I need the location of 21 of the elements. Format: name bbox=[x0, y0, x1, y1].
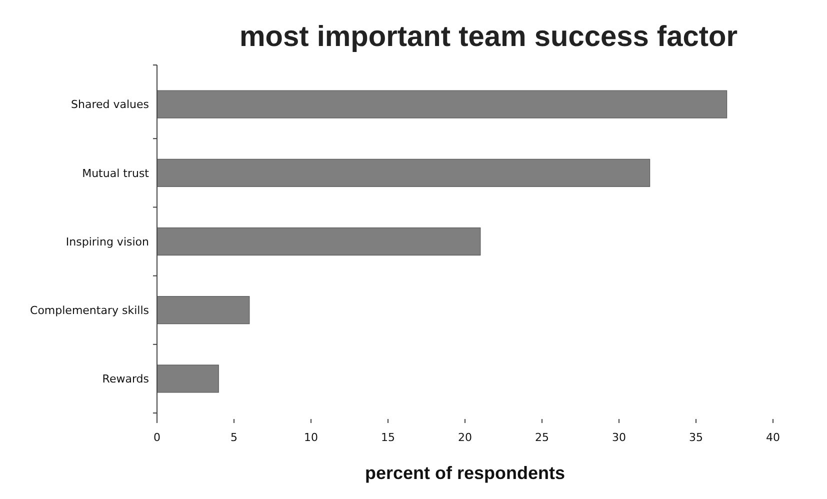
y-tick-label: Mutual trust bbox=[82, 166, 150, 180]
x-tick-label: 30 bbox=[612, 431, 626, 444]
x-tick-label: 5 bbox=[230, 431, 238, 444]
x-tick-label: 35 bbox=[689, 431, 703, 444]
x-tick-label: 20 bbox=[458, 431, 472, 444]
y-tick-label: Inspiring vision bbox=[66, 235, 150, 248]
x-tick-label: 10 bbox=[304, 431, 318, 444]
bar bbox=[156, 296, 250, 324]
x-axis-title: percent of respondents bbox=[364, 463, 566, 483]
chart-title: most important team success factor bbox=[240, 21, 738, 53]
y-tick-label: Complementary skills bbox=[30, 304, 150, 317]
x-tick-label: 0 bbox=[154, 431, 160, 444]
bar bbox=[156, 364, 219, 393]
x-tick-label: 15 bbox=[381, 431, 395, 444]
x-tick-label: 40 bbox=[766, 431, 780, 444]
x-tick-label: 25 bbox=[535, 431, 549, 444]
y-tick-label: Rewards bbox=[102, 372, 150, 386]
bar bbox=[156, 158, 650, 187]
y-tick-label: Shared values bbox=[71, 98, 150, 112]
bar bbox=[156, 227, 481, 256]
bar bbox=[156, 90, 728, 118]
